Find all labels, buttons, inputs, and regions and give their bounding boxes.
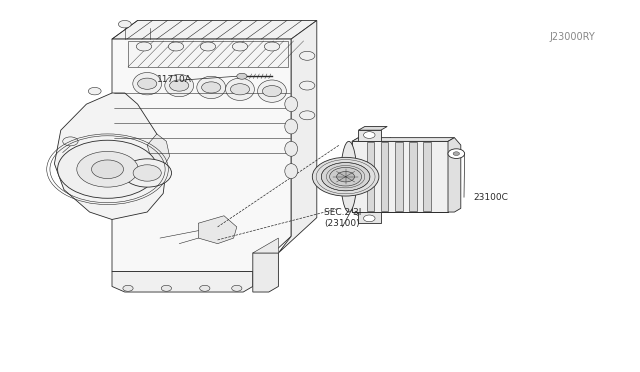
- Polygon shape: [423, 142, 431, 211]
- Polygon shape: [358, 212, 381, 223]
- Circle shape: [200, 42, 216, 51]
- Polygon shape: [358, 130, 381, 141]
- Circle shape: [232, 285, 242, 291]
- Circle shape: [300, 81, 315, 90]
- Ellipse shape: [285, 119, 298, 134]
- Circle shape: [237, 73, 247, 79]
- Circle shape: [170, 80, 189, 91]
- Circle shape: [123, 159, 172, 187]
- Ellipse shape: [165, 74, 194, 97]
- Polygon shape: [352, 141, 448, 212]
- Circle shape: [77, 151, 138, 187]
- Circle shape: [453, 152, 460, 155]
- Circle shape: [63, 137, 78, 146]
- Ellipse shape: [285, 141, 298, 156]
- Circle shape: [262, 86, 282, 97]
- Polygon shape: [198, 216, 237, 244]
- Ellipse shape: [285, 164, 298, 179]
- Circle shape: [264, 42, 280, 51]
- Polygon shape: [367, 142, 374, 211]
- Circle shape: [123, 285, 133, 291]
- Circle shape: [118, 20, 131, 28]
- Circle shape: [300, 51, 315, 60]
- Polygon shape: [112, 20, 317, 39]
- Ellipse shape: [341, 141, 357, 212]
- Ellipse shape: [258, 80, 287, 102]
- Circle shape: [202, 82, 221, 93]
- Polygon shape: [352, 138, 358, 216]
- Polygon shape: [54, 93, 166, 219]
- Polygon shape: [147, 134, 170, 167]
- Circle shape: [200, 285, 210, 291]
- Text: 11710A: 11710A: [157, 76, 191, 84]
- Ellipse shape: [133, 73, 162, 95]
- Circle shape: [161, 285, 172, 291]
- Circle shape: [230, 84, 250, 95]
- Polygon shape: [395, 142, 403, 211]
- Ellipse shape: [226, 78, 255, 100]
- Polygon shape: [128, 41, 288, 67]
- Polygon shape: [253, 238, 278, 253]
- Circle shape: [58, 140, 157, 198]
- Circle shape: [364, 132, 375, 138]
- Ellipse shape: [285, 97, 298, 112]
- Text: J23000RY: J23000RY: [550, 32, 596, 42]
- Polygon shape: [381, 142, 388, 211]
- Circle shape: [364, 215, 375, 222]
- Circle shape: [337, 171, 355, 182]
- Polygon shape: [253, 253, 278, 292]
- Polygon shape: [112, 39, 291, 272]
- Polygon shape: [409, 142, 417, 211]
- Polygon shape: [358, 126, 387, 130]
- Polygon shape: [112, 272, 253, 292]
- Circle shape: [92, 160, 124, 179]
- Circle shape: [448, 149, 465, 158]
- Polygon shape: [278, 20, 317, 253]
- Circle shape: [300, 111, 315, 120]
- Circle shape: [232, 42, 248, 51]
- Circle shape: [321, 163, 370, 191]
- Ellipse shape: [197, 76, 226, 99]
- Circle shape: [88, 87, 101, 95]
- Circle shape: [133, 165, 161, 181]
- Text: SEC.2 3I
(23100): SEC.2 3I (23100): [324, 208, 361, 228]
- Circle shape: [138, 78, 157, 89]
- Circle shape: [312, 157, 379, 196]
- Circle shape: [168, 42, 184, 51]
- Circle shape: [330, 167, 362, 186]
- Polygon shape: [448, 138, 461, 212]
- Polygon shape: [352, 138, 454, 141]
- Circle shape: [136, 42, 152, 51]
- Text: 23100C: 23100C: [474, 193, 508, 202]
